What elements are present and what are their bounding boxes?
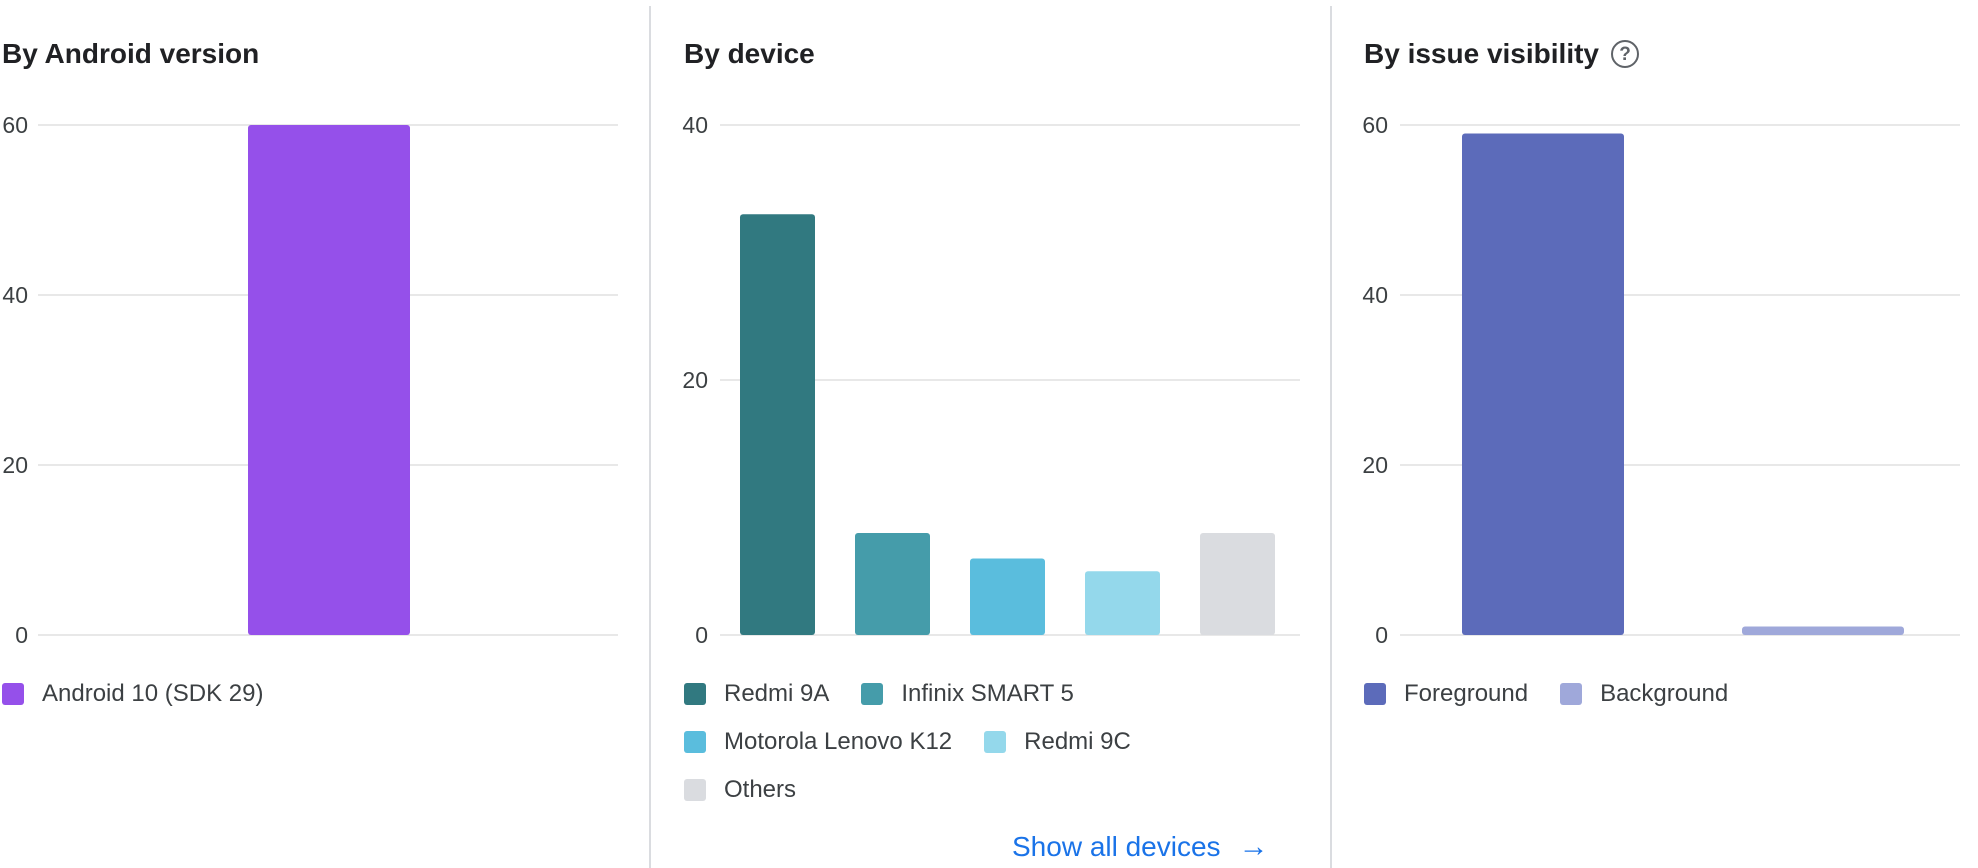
legend-label: Foreground (1404, 680, 1529, 707)
panel-title: By issue visibility ? (1364, 38, 1639, 70)
bar-redmi-9a (740, 214, 815, 635)
legend-swatch (2, 683, 24, 705)
bar-others (1200, 533, 1275, 635)
legend-item: Foreground (1364, 680, 1528, 708)
android-version-chart: 0 20 40 60 (2, 112, 618, 648)
legend-row: Foreground Background (1364, 670, 1760, 718)
legend-swatch (861, 683, 884, 705)
y-tick-label: 60 (1362, 112, 1388, 138)
panel-title: By device (684, 38, 815, 70)
legend-item: Background (1560, 680, 1728, 708)
panel-title: By Android version (2, 38, 259, 70)
y-tick-label: 0 (1375, 622, 1388, 648)
bar-android-10-sdk-29- (248, 125, 410, 635)
issue-visibility-chart: 0 20 40 60 (1362, 112, 1960, 648)
y-tick-label: 20 (2, 452, 28, 478)
bar-infinix-smart-5 (855, 533, 930, 635)
show-all-devices-link[interactable]: Show all devices → (1012, 830, 1269, 864)
show-all-devices-label: Show all devices (1012, 831, 1221, 862)
legend-item: Infinix SMART 5 (861, 680, 1074, 708)
bar-redmi-9c (1085, 571, 1160, 635)
chart-legend: Android 10 (SDK 29) (2, 670, 295, 718)
device-panel: By device 0 20 40 Redmi 9A Infinix SMART 5 M… (660, 0, 1320, 868)
y-tick-label: 0 (15, 622, 28, 648)
legend-swatch (1560, 683, 1583, 705)
legend-row: Redmi 9A Infinix SMART 5 (684, 670, 1163, 718)
legend-item: Redmi 9A (684, 680, 829, 708)
y-tick-label: 40 (2, 282, 28, 308)
device-chart: 0 20 40 (682, 112, 1300, 648)
legend-label: Android 10 (SDK 29) (42, 680, 264, 707)
panel-title-text: By device (684, 38, 815, 69)
legend-row: Android 10 (SDK 29) (2, 670, 295, 718)
y-tick-label: 0 (695, 622, 708, 648)
bar-foreground (1462, 133, 1624, 635)
arrow-right-icon: → (1238, 830, 1269, 863)
legend-row: Motorola Lenovo K12 Redmi 9C (684, 718, 1163, 766)
legend-swatch (684, 683, 706, 705)
bar-motorola-lenovo-k12 (970, 558, 1045, 635)
legend-label: Infinix SMART 5 (901, 680, 1074, 707)
legend-label: Others (724, 776, 797, 803)
legend-row: Others (684, 766, 1163, 814)
legend-item: Android 10 (SDK 29) (2, 680, 263, 708)
legend-item: Motorola Lenovo K12 (684, 728, 952, 756)
y-tick-label: 60 (2, 112, 28, 138)
legend-label: Redmi 9C (1024, 728, 1131, 755)
panel-divider (649, 6, 651, 868)
panel-title-text: By issue visibility (1364, 38, 1599, 69)
legend-item: Redmi 9C (984, 728, 1131, 756)
y-tick-label: 20 (682, 367, 708, 393)
y-tick-label: 40 (682, 112, 708, 138)
help-circle-icon[interactable]: ? (1611, 40, 1639, 68)
legend-swatch (684, 731, 706, 753)
chart-legend: Redmi 9A Infinix SMART 5 Motorola Lenovo K… (684, 670, 1163, 814)
android-version-panel: By Android version 0 20 40 60 Android 10 (S… (0, 0, 640, 868)
panel-divider (1330, 6, 1332, 868)
legend-label: Redmi 9A (724, 680, 830, 707)
chart-legend: Foreground Background (1364, 670, 1760, 718)
legend-item: Others (684, 776, 796, 804)
y-tick-label: 40 (1362, 282, 1388, 308)
panel-title-text: By Android version (2, 38, 260, 69)
bar-background (1742, 626, 1904, 635)
issue-visibility-panel: By issue visibility ? 0 20 40 60 Foreground… (1340, 0, 1978, 868)
legend-label: Background (1600, 680, 1729, 707)
legend-swatch (684, 779, 706, 801)
legend-swatch (984, 731, 1007, 753)
legend-swatch (1364, 683, 1386, 705)
y-tick-label: 20 (1362, 452, 1388, 478)
legend-label: Motorola Lenovo K12 (724, 728, 953, 755)
